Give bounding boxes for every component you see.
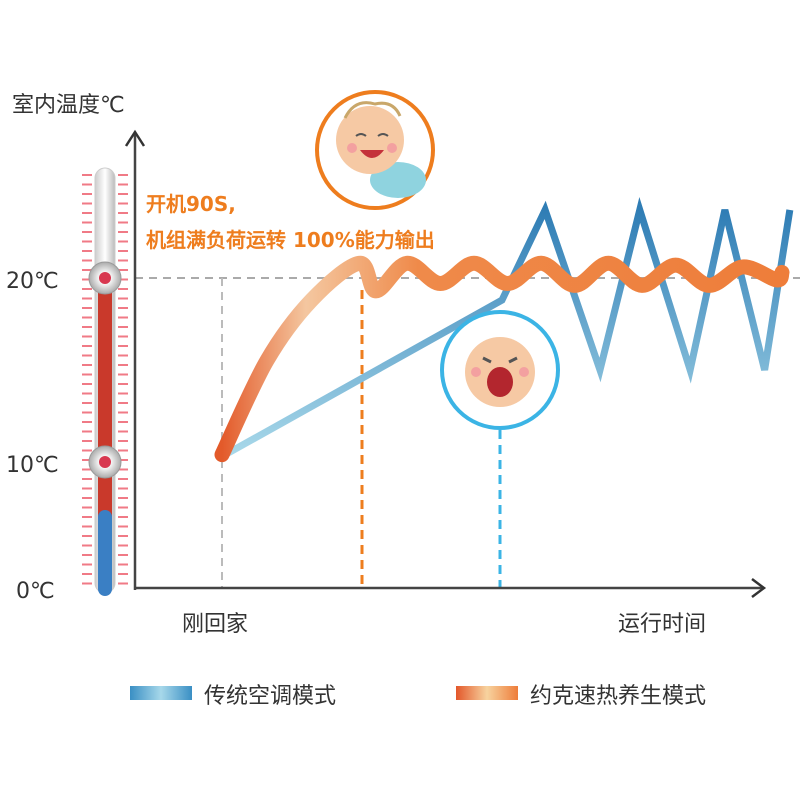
legend: 传统空调模式 约克速热养生模式	[130, 684, 706, 709]
thermometer-icon	[82, 167, 128, 596]
y-axis-title: 室内温度℃	[12, 93, 125, 118]
y-tick-10: 10℃	[6, 453, 59, 478]
annotation-line-2: 机组满负荷运转 100%能力输出	[146, 228, 435, 252]
x-axis-arrow-icon	[751, 578, 767, 598]
legend-swatch-york	[456, 686, 518, 700]
annotation-line-1: 开机90S,	[146, 192, 236, 216]
y-axis-arrow-icon	[124, 129, 146, 147]
thermometer-knob-10	[88, 445, 122, 479]
series-line-york	[214, 255, 790, 463]
happy-baby-icon	[315, 90, 435, 210]
legend-label-york: 约克速热养生模式	[530, 684, 706, 709]
crying-baby-icon	[440, 310, 560, 430]
x-axis-title: 运行时间	[618, 612, 706, 637]
series-line-traditional	[220, 197, 794, 460]
thermometer-knob-20	[88, 261, 122, 295]
y-tick-0: 0℃	[16, 579, 55, 604]
y-tick-20: 20℃	[6, 269, 59, 294]
legend-swatch-traditional	[130, 686, 192, 700]
x-start-label: 刚回家	[182, 612, 248, 637]
legend-label-traditional: 传统空调模式	[204, 684, 336, 709]
